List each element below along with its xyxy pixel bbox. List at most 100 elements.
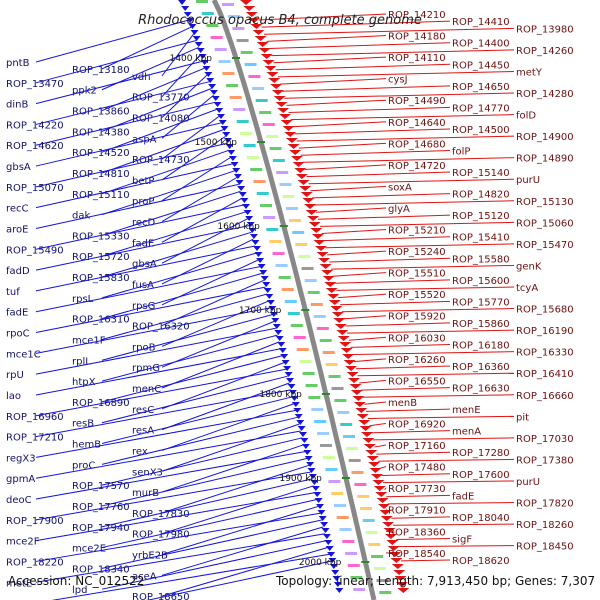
gene-label[interactable]: ROP_17160 xyxy=(388,441,446,452)
gene-label[interactable]: mce2E xyxy=(72,544,106,555)
gene-label[interactable]: rpoC xyxy=(6,329,30,340)
gene-label[interactable]: ROP_15580 xyxy=(452,254,510,265)
gene-label[interactable]: ROP_18360 xyxy=(388,527,446,538)
gene-label[interactable]: ROP_13770 xyxy=(132,93,190,104)
gene-label[interactable]: deoC xyxy=(6,495,32,506)
gene-label[interactable]: ROP_15680 xyxy=(516,305,574,316)
gene-label[interactable]: aceA xyxy=(132,571,157,582)
gene-label[interactable]: ROP_13180 xyxy=(72,65,130,76)
gene-label[interactable]: ROP_16660 xyxy=(516,391,574,402)
gene-label[interactable]: ROP_14490 xyxy=(388,96,446,107)
gene-label[interactable]: ROP_16330 xyxy=(516,348,574,359)
gene-label[interactable]: ROP_15240 xyxy=(388,247,446,258)
gene-label[interactable]: aroE xyxy=(6,224,28,235)
gene-label[interactable]: ROP_17830 xyxy=(132,509,190,520)
gene-label[interactable]: menB xyxy=(388,398,417,409)
gene-label[interactable]: ROP_15920 xyxy=(388,312,446,323)
gene-label[interactable]: proP xyxy=(132,197,154,208)
gene-label[interactable]: purU xyxy=(516,175,540,186)
gene-label[interactable]: ROP_18450 xyxy=(516,542,574,553)
gene-label[interactable]: ROP_14810 xyxy=(72,169,130,180)
gene-label[interactable]: ROP_14640 xyxy=(388,118,446,129)
gene-label[interactable]: ROP_14210 xyxy=(388,10,446,21)
gene-label[interactable]: ROP_17280 xyxy=(452,448,510,459)
gene-label[interactable]: betP xyxy=(132,176,154,187)
gene-label[interactable]: fadE xyxy=(6,308,28,319)
gene-label[interactable]: gpmA xyxy=(6,474,35,485)
gene-label[interactable]: ROP_14220 xyxy=(6,120,64,131)
gene-label[interactable]: dinB xyxy=(6,100,28,111)
gene-label[interactable]: lpd xyxy=(72,585,87,596)
gene-label[interactable]: ROP_14380 xyxy=(72,127,130,138)
gene-label[interactable]: ROP_14180 xyxy=(388,32,446,43)
gene-label[interactable]: ROP_15130 xyxy=(516,197,574,208)
gene-label[interactable]: ROP_16190 xyxy=(516,326,574,337)
gene-label[interactable]: ROP_14450 xyxy=(452,60,510,71)
gene-label[interactable]: ROP_17980 xyxy=(132,530,190,541)
gene-label[interactable]: rpU xyxy=(6,370,24,381)
gene-label[interactable]: ROP_14500 xyxy=(452,125,510,136)
gene-label[interactable]: ROP_14900 xyxy=(516,132,574,143)
gene-label[interactable]: ROP_16920 xyxy=(388,420,446,431)
gene-label[interactable]: folP xyxy=(452,147,470,158)
gene-label[interactable]: ROP_14890 xyxy=(516,154,574,165)
gene-label[interactable]: purU xyxy=(516,477,540,488)
gene-label[interactable]: ROP_17380 xyxy=(516,455,574,466)
gene-label[interactable]: ROP_13860 xyxy=(72,107,130,118)
gene-label[interactable]: ROP_16360 xyxy=(452,362,510,373)
gene-label[interactable]: menA xyxy=(452,427,481,438)
gene-label[interactable]: mce1C xyxy=(6,349,41,360)
gene-label[interactable]: ROP_17570 xyxy=(72,481,130,492)
gene-label[interactable]: ROP_16180 xyxy=(452,340,510,351)
gene-label[interactable]: ROP_15520 xyxy=(388,290,446,301)
gene-label[interactable]: ROP_14820 xyxy=(452,190,510,201)
gene-label[interactable]: ROP_14280 xyxy=(516,89,574,100)
gene-label[interactable]: ROP_14110 xyxy=(388,53,446,64)
gene-label[interactable]: ROP_17480 xyxy=(388,463,446,474)
gene-label[interactable]: lao xyxy=(6,391,21,402)
gene-label[interactable]: ROP_18040 xyxy=(452,513,510,524)
gene-label[interactable]: rplL xyxy=(72,356,91,367)
gene-label[interactable]: ROP_17900 xyxy=(6,516,64,527)
gene-label[interactable]: ROP_15060 xyxy=(516,218,574,229)
gene-label[interactable]: cysJ xyxy=(388,75,408,86)
gene-label[interactable]: rpoB xyxy=(132,342,156,353)
gene-label[interactable]: menC xyxy=(132,384,161,395)
gene-label[interactable]: ROP_18620 xyxy=(452,556,510,567)
gene-label[interactable]: ROP_18260 xyxy=(516,520,574,531)
gene-label[interactable]: tuf xyxy=(6,287,20,298)
gene-label[interactable]: ROP_15410 xyxy=(452,233,510,244)
gene-label[interactable]: resA xyxy=(132,426,154,437)
gene-label[interactable]: ROP_17940 xyxy=(72,523,130,534)
gene-label[interactable]: ROP_14260 xyxy=(516,46,574,57)
gene-label[interactable]: ROP_18220 xyxy=(6,557,64,568)
gene-label[interactable]: ROP_17030 xyxy=(516,434,574,445)
gene-label[interactable]: metE xyxy=(6,578,32,589)
gene-label[interactable]: ROP_15600 xyxy=(452,276,510,287)
gene-label[interactable]: ROP_15490 xyxy=(6,245,64,256)
gene-label[interactable]: pit xyxy=(516,412,529,423)
gene-label[interactable]: mce1F xyxy=(72,335,106,346)
gene-label[interactable]: tcyA xyxy=(516,283,538,294)
gene-label[interactable]: senX3 xyxy=(132,467,163,478)
gene-label[interactable]: aspA xyxy=(132,134,157,145)
gene-label[interactable]: folD xyxy=(516,111,536,122)
gene-label[interactable]: hemB xyxy=(72,440,101,451)
gene-label[interactable]: soxA xyxy=(388,182,412,193)
gene-label[interactable]: ROP_15330 xyxy=(72,231,130,242)
gene-label[interactable]: ROP_15210 xyxy=(388,226,446,237)
gene-label[interactable]: resB xyxy=(72,419,94,430)
gene-label[interactable]: ROP_14080 xyxy=(132,113,190,124)
gene-label[interactable]: ROP_18540 xyxy=(388,549,446,560)
gene-label[interactable]: recC xyxy=(6,204,29,215)
gene-label[interactable]: ROP_15860 xyxy=(452,319,510,330)
gene-label[interactable]: rpsL xyxy=(72,294,94,305)
gene-label[interactable]: ROP_13980 xyxy=(516,24,574,35)
gene-label[interactable]: resC xyxy=(132,405,154,416)
gene-label[interactable]: ROP_14650 xyxy=(452,82,510,93)
gene-label[interactable]: rpsG xyxy=(132,301,155,312)
gene-label[interactable]: dak xyxy=(72,211,90,222)
gene-label[interactable]: ROP_15770 xyxy=(452,297,510,308)
gene-label[interactable]: ROP_15140 xyxy=(452,168,510,179)
gene-label[interactable]: ROP_17600 xyxy=(452,470,510,481)
